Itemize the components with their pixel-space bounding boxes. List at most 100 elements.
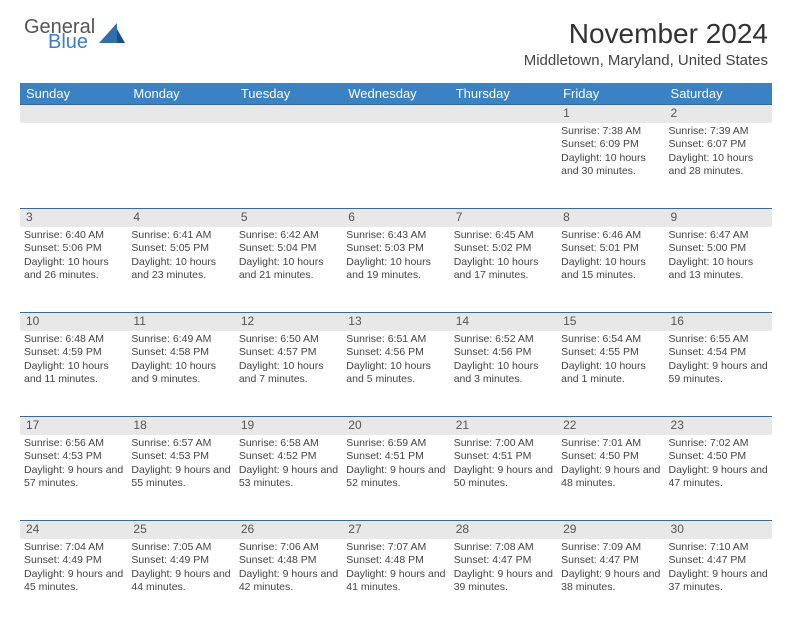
day-number-cell: 5 — [235, 209, 342, 227]
day-number: 20 — [348, 418, 361, 432]
sunrise-line: Sunrise: 6:58 AM — [239, 437, 338, 451]
sunrise-line: Sunrise: 6:47 AM — [669, 229, 768, 243]
sunset-line: Sunset: 4:50 PM — [561, 450, 660, 464]
daylight-line: Daylight: 9 hours and 48 minutes. — [561, 464, 660, 491]
day-content-row: Sunrise: 6:48 AMSunset: 4:59 PMDaylight:… — [20, 331, 772, 417]
day-number-cell: 12 — [235, 313, 342, 331]
sunset-line: Sunset: 4:58 PM — [131, 346, 230, 360]
day-cell — [127, 123, 234, 209]
daylight-line: Daylight: 9 hours and 55 minutes. — [131, 464, 230, 491]
day-number-cell: 29 — [557, 521, 664, 539]
day-number-cell — [20, 105, 127, 123]
day-number-cell: 11 — [127, 313, 234, 331]
sunset-line: Sunset: 4:56 PM — [454, 346, 553, 360]
daylight-line: Daylight: 9 hours and 50 minutes. — [454, 464, 553, 491]
sunset-line: Sunset: 4:53 PM — [131, 450, 230, 464]
sunrise-line: Sunrise: 6:43 AM — [346, 229, 445, 243]
logo-text: General Blue — [24, 18, 95, 52]
day-cell: Sunrise: 6:57 AMSunset: 4:53 PMDaylight:… — [127, 435, 234, 521]
day-number-cell: 25 — [127, 521, 234, 539]
day-number-cell: 4 — [127, 209, 234, 227]
day-number-cell: 18 — [127, 417, 234, 435]
sunset-line: Sunset: 5:04 PM — [239, 242, 338, 256]
day-number-cell: 19 — [235, 417, 342, 435]
day-number: 4 — [133, 210, 140, 224]
weekday-header: Tuesday — [235, 83, 342, 105]
sunrise-line: Sunrise: 6:46 AM — [561, 229, 660, 243]
sunset-line: Sunset: 4:56 PM — [346, 346, 445, 360]
daylight-line: Daylight: 10 hours and 5 minutes. — [346, 360, 445, 387]
weekday-header: Thursday — [450, 83, 557, 105]
day-cell — [450, 123, 557, 209]
daylight-line: Daylight: 9 hours and 42 minutes. — [239, 568, 338, 595]
day-number: 8 — [563, 210, 570, 224]
day-number: 19 — [241, 418, 254, 432]
logo-blue: Blue — [48, 33, 95, 52]
sunset-line: Sunset: 4:51 PM — [454, 450, 553, 464]
day-number-cell: 13 — [342, 313, 449, 331]
day-cell: Sunrise: 6:55 AMSunset: 4:54 PMDaylight:… — [665, 331, 772, 417]
day-cell: Sunrise: 6:41 AMSunset: 5:05 PMDaylight:… — [127, 227, 234, 313]
sunset-line: Sunset: 5:02 PM — [454, 242, 553, 256]
sunset-line: Sunset: 5:03 PM — [346, 242, 445, 256]
daylight-line: Daylight: 10 hours and 13 minutes. — [669, 256, 768, 283]
day-number: 17 — [26, 418, 39, 432]
sunset-line: Sunset: 6:07 PM — [669, 138, 768, 152]
day-cell: Sunrise: 6:47 AMSunset: 5:00 PMDaylight:… — [665, 227, 772, 313]
sunset-line: Sunset: 5:06 PM — [24, 242, 123, 256]
daylight-line: Daylight: 9 hours and 39 minutes. — [454, 568, 553, 595]
day-cell: Sunrise: 6:50 AMSunset: 4:57 PMDaylight:… — [235, 331, 342, 417]
day-number-cell: 30 — [665, 521, 772, 539]
day-number-cell: 8 — [557, 209, 664, 227]
day-number-cell: 17 — [20, 417, 127, 435]
day-cell: Sunrise: 6:46 AMSunset: 5:01 PMDaylight:… — [557, 227, 664, 313]
day-number-cell: 22 — [557, 417, 664, 435]
sunrise-line: Sunrise: 7:39 AM — [669, 125, 768, 139]
day-cell: Sunrise: 7:02 AMSunset: 4:50 PMDaylight:… — [665, 435, 772, 521]
day-cell — [20, 123, 127, 209]
sunrise-line: Sunrise: 6:52 AM — [454, 333, 553, 347]
daylight-line: Daylight: 10 hours and 26 minutes. — [24, 256, 123, 283]
sunrise-line: Sunrise: 6:40 AM — [24, 229, 123, 243]
day-cell — [342, 123, 449, 209]
sunset-line: Sunset: 5:00 PM — [669, 242, 768, 256]
day-number-cell — [235, 105, 342, 123]
day-cell: Sunrise: 6:54 AMSunset: 4:55 PMDaylight:… — [557, 331, 664, 417]
daylight-line: Daylight: 9 hours and 47 minutes. — [669, 464, 768, 491]
day-number: 28 — [456, 522, 469, 536]
sunrise-line: Sunrise: 7:09 AM — [561, 541, 660, 555]
day-number-row: 24252627282930 — [20, 521, 772, 539]
sunset-line: Sunset: 4:54 PM — [669, 346, 768, 360]
day-number-cell: 7 — [450, 209, 557, 227]
sunrise-line: Sunrise: 6:41 AM — [131, 229, 230, 243]
sunset-line: Sunset: 4:50 PM — [669, 450, 768, 464]
day-number: 16 — [671, 314, 684, 328]
day-number-cell: 10 — [20, 313, 127, 331]
day-number: 12 — [241, 314, 254, 328]
sunset-line: Sunset: 4:48 PM — [346, 554, 445, 568]
location: Middletown, Maryland, United States — [524, 52, 768, 69]
calendar-body: 12Sunrise: 7:38 AMSunset: 6:09 PMDayligh… — [20, 105, 772, 625]
day-number: 26 — [241, 522, 254, 536]
day-cell: Sunrise: 6:51 AMSunset: 4:56 PMDaylight:… — [342, 331, 449, 417]
daylight-line: Daylight: 10 hours and 19 minutes. — [346, 256, 445, 283]
logo-triangle-icon — [99, 23, 125, 48]
daylight-line: Daylight: 10 hours and 21 minutes. — [239, 256, 338, 283]
calendar-table: SundayMondayTuesdayWednesdayThursdayFrid… — [20, 83, 772, 625]
day-number-cell: 15 — [557, 313, 664, 331]
weekday-header: Wednesday — [342, 83, 449, 105]
day-number: 11 — [133, 314, 145, 328]
daylight-line: Daylight: 9 hours and 59 minutes. — [669, 360, 768, 387]
sunrise-line: Sunrise: 6:42 AM — [239, 229, 338, 243]
weekday-header: Friday — [557, 83, 664, 105]
sunset-line: Sunset: 4:48 PM — [239, 554, 338, 568]
weekday-header-row: SundayMondayTuesdayWednesdayThursdayFrid… — [20, 83, 772, 105]
day-number-cell: 21 — [450, 417, 557, 435]
weekday-header: Saturday — [665, 83, 772, 105]
sunset-line: Sunset: 6:09 PM — [561, 138, 660, 152]
sunset-line: Sunset: 5:01 PM — [561, 242, 660, 256]
day-cell — [235, 123, 342, 209]
day-cell: Sunrise: 6:42 AMSunset: 5:04 PMDaylight:… — [235, 227, 342, 313]
sunrise-line: Sunrise: 6:54 AM — [561, 333, 660, 347]
day-number: 14 — [456, 314, 469, 328]
